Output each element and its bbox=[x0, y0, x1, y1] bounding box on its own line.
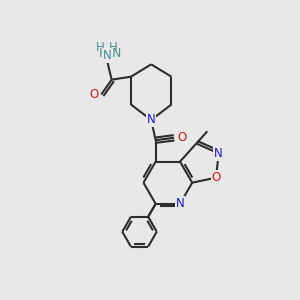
Text: H₂N: H₂N bbox=[99, 47, 122, 60]
Text: O: O bbox=[89, 88, 98, 101]
Text: N: N bbox=[103, 49, 112, 62]
Text: H: H bbox=[110, 41, 118, 54]
Text: O: O bbox=[178, 131, 187, 144]
Text: N: N bbox=[147, 113, 156, 127]
Text: N: N bbox=[214, 147, 223, 160]
Text: O: O bbox=[212, 171, 221, 184]
Text: N: N bbox=[176, 197, 184, 210]
Text: H: H bbox=[96, 41, 105, 54]
